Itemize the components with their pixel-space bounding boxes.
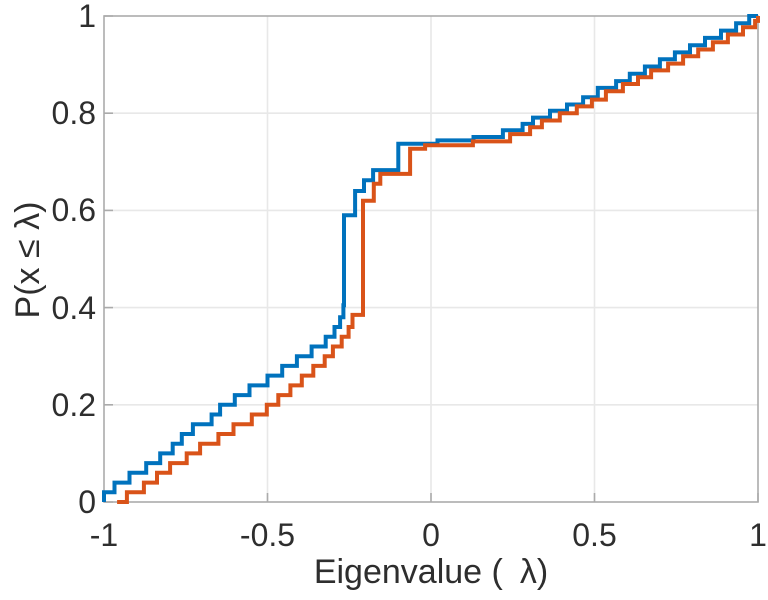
cdf-curve-blue — [102, 14, 758, 502]
y-tick-label-0.8: 0.8 — [51, 95, 96, 132]
y-tick-label-0.4: 0.4 — [51, 289, 96, 326]
y-tick-label-0.2: 0.2 — [51, 386, 96, 423]
x-tick-label-0: 0 — [422, 517, 440, 553]
x-tick-label-0.5: 0.5 — [572, 517, 617, 553]
y-tick-label-0.6: 0.6 — [51, 192, 96, 229]
x-tick-label-1: 1 — [749, 517, 767, 553]
x-tick-label--0.5: -0.5 — [239, 517, 296, 553]
y-axis-label: P(x ≤ λ) — [9, 201, 47, 319]
y-tick-label-1: 1 — [78, 0, 96, 34]
x-axis-label: Eigenvalue ( λ) — [313, 553, 549, 591]
x-tick-label--1: -1 — [89, 517, 119, 553]
cdf-curve-orange — [117, 16, 760, 504]
y-tick-label-0: 0 — [78, 484, 96, 520]
